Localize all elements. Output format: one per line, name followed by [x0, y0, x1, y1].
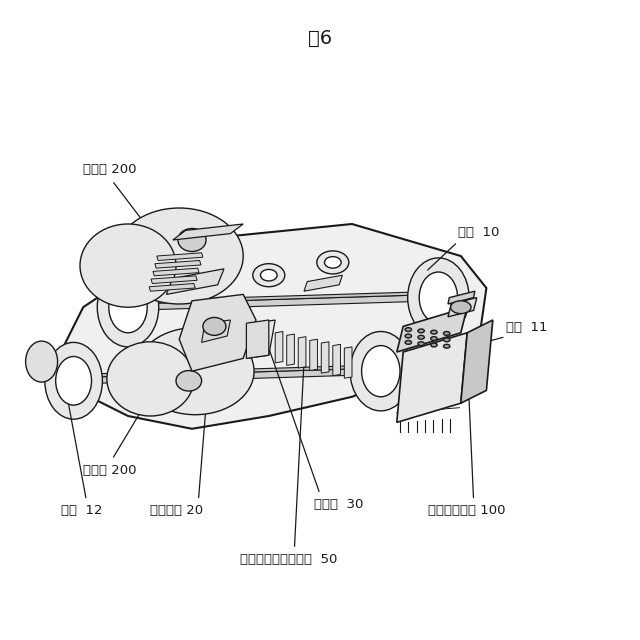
- Polygon shape: [157, 253, 203, 260]
- Ellipse shape: [253, 264, 285, 287]
- Text: 電動機 200: 電動機 200: [83, 163, 137, 176]
- Polygon shape: [344, 347, 352, 378]
- Ellipse shape: [418, 342, 424, 346]
- Text: 電動機 200: 電動機 200: [83, 464, 137, 477]
- Ellipse shape: [176, 371, 202, 391]
- Text: 電力変換装置 100: 電力変換装置 100: [428, 504, 505, 516]
- Polygon shape: [173, 224, 243, 240]
- Text: フレキシブルダクト  50: フレキシブルダクト 50: [240, 553, 337, 566]
- Polygon shape: [275, 332, 283, 363]
- Polygon shape: [128, 294, 438, 310]
- Polygon shape: [149, 284, 195, 291]
- Ellipse shape: [419, 272, 458, 323]
- Polygon shape: [448, 291, 475, 304]
- Text: 台車  10: 台車 10: [458, 227, 499, 239]
- Polygon shape: [128, 291, 442, 304]
- Ellipse shape: [80, 224, 176, 307]
- Ellipse shape: [115, 208, 243, 304]
- Text: 車軸  11: 車軸 11: [506, 321, 547, 334]
- Ellipse shape: [45, 342, 102, 419]
- Polygon shape: [304, 275, 342, 291]
- Polygon shape: [448, 298, 477, 317]
- Ellipse shape: [109, 282, 147, 333]
- Polygon shape: [179, 294, 256, 371]
- Polygon shape: [246, 320, 275, 358]
- Polygon shape: [153, 268, 199, 276]
- Text: 図6: 図6: [308, 29, 332, 48]
- Polygon shape: [397, 307, 467, 352]
- Polygon shape: [151, 276, 197, 284]
- Ellipse shape: [405, 328, 412, 332]
- Polygon shape: [397, 333, 467, 422]
- Ellipse shape: [136, 328, 254, 415]
- Polygon shape: [333, 344, 340, 376]
- Ellipse shape: [317, 251, 349, 274]
- Text: 車輪  12: 車輪 12: [61, 504, 102, 516]
- Polygon shape: [321, 342, 329, 373]
- Polygon shape: [74, 365, 384, 378]
- Polygon shape: [287, 334, 294, 365]
- Ellipse shape: [56, 356, 92, 405]
- Text: 送風手段 20: 送風手段 20: [150, 504, 204, 516]
- Polygon shape: [202, 320, 230, 342]
- Ellipse shape: [418, 335, 424, 339]
- Ellipse shape: [444, 344, 450, 348]
- Polygon shape: [310, 339, 317, 371]
- Polygon shape: [461, 320, 493, 403]
- Polygon shape: [155, 260, 201, 268]
- Ellipse shape: [444, 338, 450, 342]
- Text: ダクト  30: ダクト 30: [314, 498, 363, 511]
- Ellipse shape: [431, 330, 437, 334]
- Ellipse shape: [451, 301, 471, 314]
- Ellipse shape: [405, 340, 412, 344]
- Polygon shape: [166, 269, 224, 294]
- Polygon shape: [58, 224, 486, 429]
- Ellipse shape: [405, 334, 412, 338]
- Ellipse shape: [444, 332, 450, 335]
- Ellipse shape: [408, 258, 469, 337]
- Ellipse shape: [107, 342, 194, 416]
- Ellipse shape: [362, 346, 400, 397]
- Ellipse shape: [418, 329, 424, 333]
- Polygon shape: [298, 337, 306, 368]
- Ellipse shape: [260, 269, 277, 281]
- Ellipse shape: [26, 341, 58, 382]
- Ellipse shape: [350, 332, 412, 411]
- Polygon shape: [74, 368, 381, 384]
- Ellipse shape: [324, 257, 341, 268]
- Ellipse shape: [178, 228, 206, 252]
- Ellipse shape: [97, 268, 159, 347]
- Ellipse shape: [431, 337, 437, 340]
- Ellipse shape: [431, 343, 437, 347]
- Polygon shape: [246, 320, 269, 358]
- Ellipse shape: [203, 317, 226, 335]
